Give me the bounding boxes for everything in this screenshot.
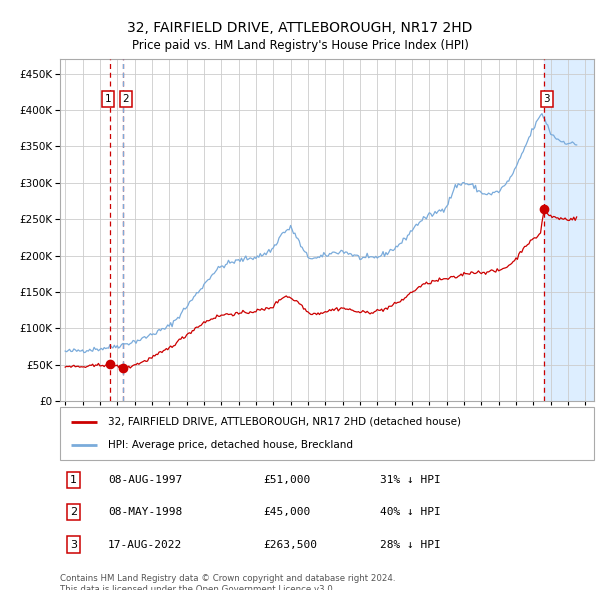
Text: 1: 1 — [104, 94, 111, 104]
Text: 3: 3 — [544, 94, 550, 104]
Text: 32, FAIRFIELD DRIVE, ATTLEBOROUGH, NR17 2HD (detached house): 32, FAIRFIELD DRIVE, ATTLEBOROUGH, NR17 … — [108, 417, 461, 427]
Text: HPI: Average price, detached house, Breckland: HPI: Average price, detached house, Brec… — [108, 440, 353, 450]
FancyBboxPatch shape — [60, 407, 594, 460]
Text: 3: 3 — [70, 540, 77, 549]
Text: 08-AUG-1997: 08-AUG-1997 — [108, 475, 182, 484]
Bar — [544, 59, 594, 401]
Text: £45,000: £45,000 — [263, 507, 310, 517]
Text: 32, FAIRFIELD DRIVE, ATTLEBOROUGH, NR17 2HD: 32, FAIRFIELD DRIVE, ATTLEBOROUGH, NR17 … — [127, 21, 473, 35]
Text: £263,500: £263,500 — [263, 540, 317, 549]
Text: 08-MAY-1998: 08-MAY-1998 — [108, 507, 182, 517]
Text: 2: 2 — [70, 507, 77, 517]
Text: 1: 1 — [70, 475, 77, 484]
Text: 40% ↓ HPI: 40% ↓ HPI — [380, 507, 441, 517]
Text: 28% ↓ HPI: 28% ↓ HPI — [380, 540, 441, 549]
Text: 31% ↓ HPI: 31% ↓ HPI — [380, 475, 441, 484]
Text: 2: 2 — [122, 94, 129, 104]
Text: Contains HM Land Registry data © Crown copyright and database right 2024.
This d: Contains HM Land Registry data © Crown c… — [60, 575, 395, 590]
Text: £51,000: £51,000 — [263, 475, 310, 484]
Text: Price paid vs. HM Land Registry's House Price Index (HPI): Price paid vs. HM Land Registry's House … — [131, 39, 469, 52]
Text: 17-AUG-2022: 17-AUG-2022 — [108, 540, 182, 549]
